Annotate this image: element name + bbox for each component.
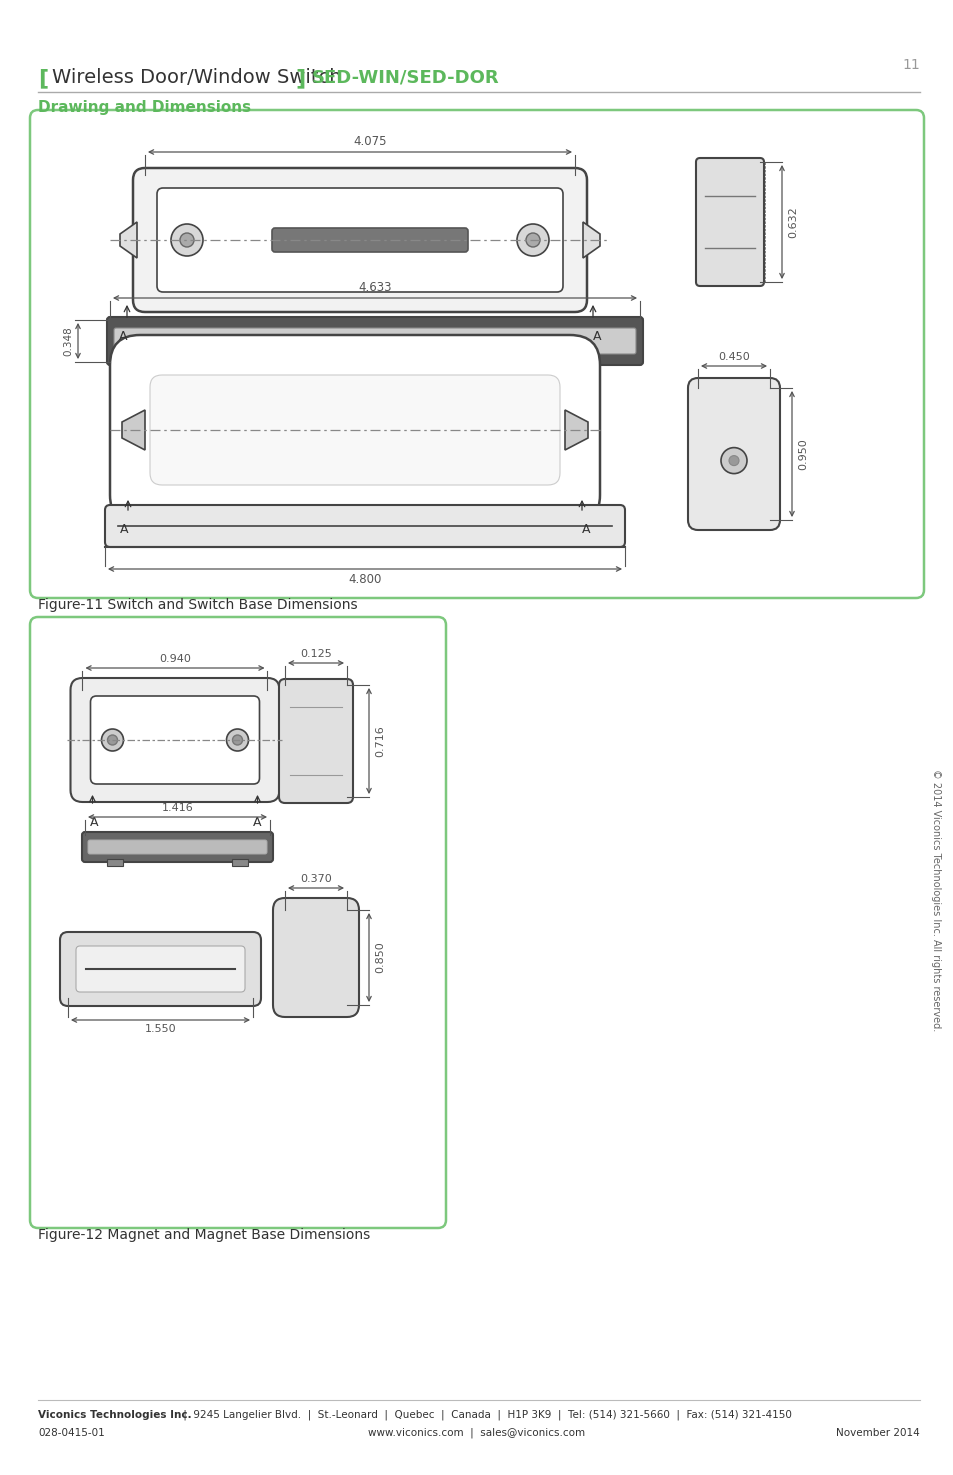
Circle shape <box>720 447 746 473</box>
FancyBboxPatch shape <box>82 832 273 861</box>
Text: 0.450: 0.450 <box>718 353 749 361</box>
Text: 0.348: 0.348 <box>63 326 73 355</box>
Text: Viconics Technologies Inc.: Viconics Technologies Inc. <box>38 1410 192 1420</box>
Circle shape <box>101 729 123 751</box>
Text: 4.800: 4.800 <box>348 572 381 586</box>
Text: www.viconics.com  |  sales@viconics.com: www.viconics.com | sales@viconics.com <box>368 1428 585 1438</box>
Text: Drawing and Dimensions: Drawing and Dimensions <box>38 100 251 115</box>
Circle shape <box>108 735 117 745</box>
FancyBboxPatch shape <box>105 504 624 547</box>
Polygon shape <box>582 223 599 258</box>
FancyBboxPatch shape <box>60 932 261 1006</box>
Text: 0.716: 0.716 <box>375 726 385 757</box>
FancyBboxPatch shape <box>71 678 279 802</box>
Bar <box>170 361 190 370</box>
Circle shape <box>226 729 248 751</box>
FancyBboxPatch shape <box>91 696 259 785</box>
Text: 0.632: 0.632 <box>787 207 797 237</box>
FancyBboxPatch shape <box>113 327 636 354</box>
FancyBboxPatch shape <box>157 187 562 292</box>
FancyBboxPatch shape <box>150 375 559 485</box>
Text: A: A <box>592 330 600 344</box>
Text: [: [ <box>38 68 48 88</box>
Circle shape <box>517 224 548 257</box>
Text: Figure-12 Magnet and Magnet Base Dimensions: Figure-12 Magnet and Magnet Base Dimensi… <box>38 1229 370 1242</box>
Circle shape <box>233 735 242 745</box>
Text: 0.370: 0.370 <box>300 875 332 884</box>
FancyBboxPatch shape <box>132 168 586 313</box>
Polygon shape <box>122 410 145 450</box>
Polygon shape <box>564 410 587 450</box>
Bar <box>559 361 579 370</box>
Text: © 2014 Viconics Technologies Inc. All rights reserved.: © 2014 Viconics Technologies Inc. All ri… <box>930 768 940 1031</box>
Bar <box>107 858 123 866</box>
Text: A: A <box>118 330 127 344</box>
Text: 0.950: 0.950 <box>797 438 807 471</box>
Text: 0.940: 0.940 <box>159 653 191 664</box>
Text: 0.125: 0.125 <box>300 649 332 659</box>
FancyBboxPatch shape <box>107 317 642 364</box>
Text: 11: 11 <box>902 58 919 72</box>
Text: Figure-11 Switch and Switch Base Dimensions: Figure-11 Switch and Switch Base Dimensi… <box>38 597 357 612</box>
Text: November 2014: November 2014 <box>836 1428 919 1438</box>
Text: ]: ] <box>294 68 305 88</box>
FancyBboxPatch shape <box>696 158 763 286</box>
Circle shape <box>171 224 203 257</box>
Text: 1.416: 1.416 <box>161 802 193 813</box>
FancyBboxPatch shape <box>272 229 468 252</box>
Circle shape <box>525 233 539 246</box>
Text: A: A <box>120 524 128 535</box>
Bar <box>232 858 248 866</box>
Text: 028-0415-01: 028-0415-01 <box>38 1428 105 1438</box>
FancyBboxPatch shape <box>30 617 446 1229</box>
Text: 4.075: 4.075 <box>353 136 386 148</box>
Text: |  9245 Langelier Blvd.  |  St.-Leonard  |  Quebec  |  Canada  |  H1P 3K9  |  Te: | 9245 Langelier Blvd. | St.-Leonard | Q… <box>180 1410 791 1420</box>
Text: A: A <box>581 524 590 535</box>
Text: 0.850: 0.850 <box>375 941 385 974</box>
Polygon shape <box>120 223 137 258</box>
FancyBboxPatch shape <box>278 678 353 802</box>
Circle shape <box>180 233 193 246</box>
FancyBboxPatch shape <box>110 335 599 525</box>
Text: 1.550: 1.550 <box>145 1024 176 1034</box>
FancyBboxPatch shape <box>687 378 780 530</box>
FancyBboxPatch shape <box>88 839 267 854</box>
FancyBboxPatch shape <box>273 898 358 1016</box>
Text: A: A <box>253 816 261 829</box>
Text: A: A <box>91 816 99 829</box>
Bar <box>365 361 385 370</box>
Text: SED-WIN/SED-DOR: SED-WIN/SED-DOR <box>312 68 499 86</box>
Text: 4.633: 4.633 <box>358 282 392 294</box>
Circle shape <box>728 456 739 466</box>
FancyBboxPatch shape <box>76 945 245 993</box>
Text: Wireless Door/Window Switch: Wireless Door/Window Switch <box>52 68 341 87</box>
FancyBboxPatch shape <box>30 111 923 597</box>
